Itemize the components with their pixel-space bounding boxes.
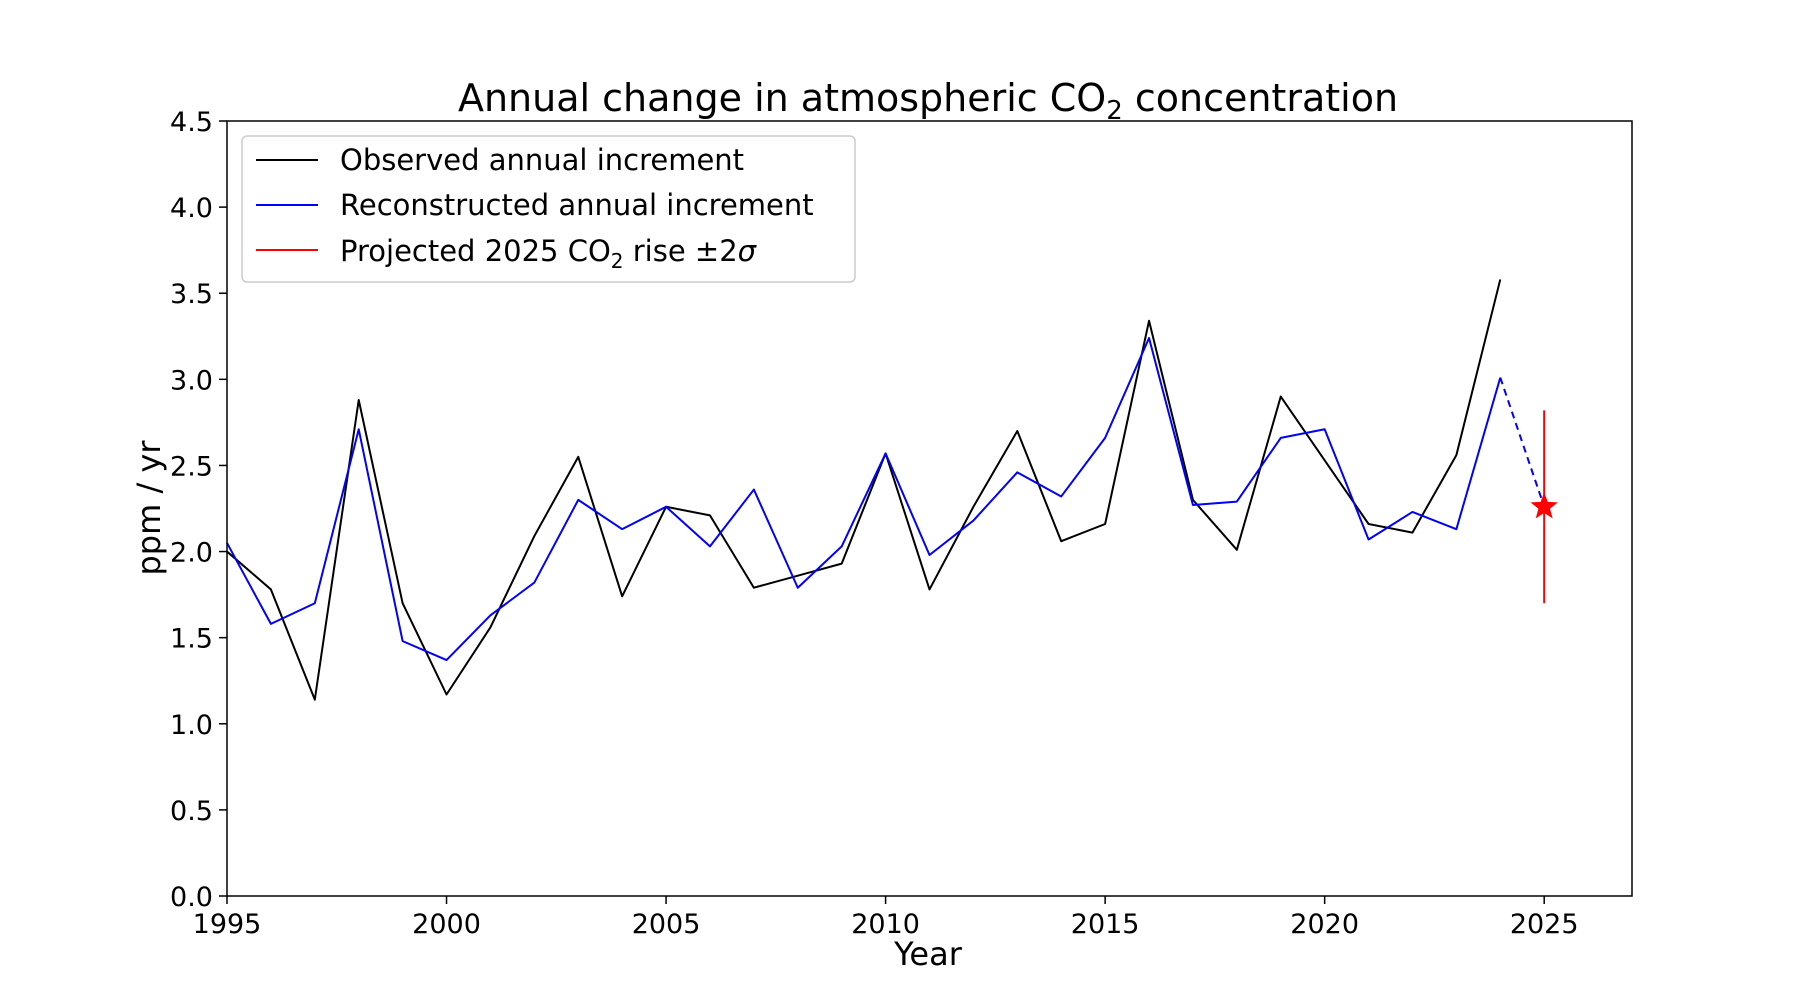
legend: Observed annual increment Reconstructed … [241, 135, 856, 283]
x-tick-label-1995: 1995 [193, 909, 262, 940]
y-tick-label-1.0: 1.0 [170, 710, 213, 741]
plot-area [226, 279, 1558, 701]
projection-star-marker [1530, 492, 1558, 519]
x-tick-label-2000: 2000 [412, 909, 481, 940]
legend-label-projected: Projected 2025 CO2 rise ±2σ [340, 234, 758, 273]
x-axis-label: Year [893, 935, 963, 973]
y-tick-label-4.5: 4.5 [170, 107, 213, 138]
x-tick-label-2010: 2010 [851, 909, 920, 940]
axes-frame [226, 120, 1633, 897]
reconstructed-line [226, 337, 1502, 662]
x-tick-label-2005: 2005 [632, 909, 701, 940]
y-axis: 0.0 0.5 1.0 1.5 2.0 2.5 3.0 3.5 4.0 4.5 [170, 107, 227, 913]
x-tick-label-2015: 2015 [1071, 909, 1140, 940]
y-tick-label-3.0: 3.0 [170, 365, 213, 396]
legend-subscript: 2 [611, 249, 624, 273]
y-axis-label: ppm / yr [130, 440, 168, 576]
chart-title: Annual change in atmospheric CO2 concent… [458, 76, 1398, 126]
x-tick-label-2025: 2025 [1510, 909, 1579, 940]
y-tick-label-1.5: 1.5 [170, 624, 213, 655]
reconstructed-projection-dashed [1499, 377, 1546, 508]
x-axis: 1995 2000 2005 2010 2015 2020 2025 [193, 896, 1579, 940]
y-tick-label-4.0: 4.0 [170, 193, 213, 224]
y-tick-label-2.0: 2.0 [170, 538, 213, 569]
x-tick-label-2020: 2020 [1290, 909, 1359, 940]
legend-label-observed: Observed annual increment [340, 143, 744, 177]
y-tick-label-0.5: 0.5 [170, 796, 213, 827]
observed-line [226, 279, 1502, 701]
y-tick-label-3.5: 3.5 [170, 279, 213, 310]
legend-label-reconstructed: Reconstructed annual increment [340, 188, 814, 222]
legend-frame [241, 135, 856, 283]
y-tick-label-0.0: 0.0 [170, 882, 213, 913]
title-subscript: 2 [1106, 96, 1123, 126]
y-tick-label-2.5: 2.5 [170, 451, 213, 482]
